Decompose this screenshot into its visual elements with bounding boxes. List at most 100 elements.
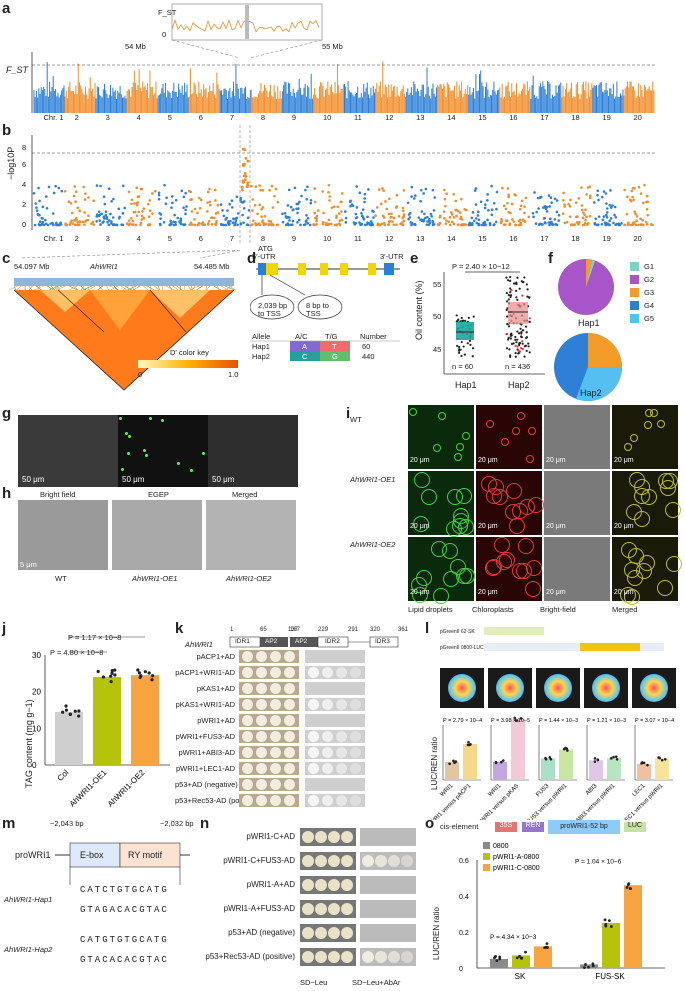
yeast-spot-selective <box>308 699 319 710</box>
gwas-point <box>387 212 391 216</box>
n-spot <box>302 951 314 963</box>
gwas-point <box>377 188 381 191</box>
gwas-point <box>363 192 367 196</box>
gwas-point <box>106 220 109 224</box>
luc-bar <box>589 760 603 780</box>
n-spot <box>302 879 314 891</box>
gwas-point <box>328 195 331 198</box>
gwas-point <box>504 207 508 211</box>
gwas-point <box>140 214 144 218</box>
n-spot-selective <box>375 855 387 867</box>
yeast-spot-selective <box>350 731 361 742</box>
gwas-point <box>135 186 138 190</box>
ld-snp-tick <box>165 285 175 291</box>
m-hap1-bot: GTAGACACGTAC <box>80 905 169 915</box>
gwas-point <box>588 214 592 218</box>
atg-label: ATG <box>258 244 273 253</box>
luc-group-label: WRI1 <box>440 783 455 798</box>
gwas-point <box>562 191 565 195</box>
luc-signal <box>544 674 572 702</box>
gwas-point <box>69 201 73 205</box>
luc-bar <box>559 749 573 780</box>
yeast-spot <box>270 683 281 694</box>
cell-outline <box>455 488 472 505</box>
confocal-cell: 20 μm <box>612 471 681 535</box>
gwas-point <box>442 210 446 213</box>
k-plate-1 <box>239 730 299 743</box>
cell-outline <box>629 434 638 443</box>
gwas-point <box>95 213 99 216</box>
gwas-point <box>75 223 79 227</box>
gwas-point <box>222 214 226 218</box>
gwas-point <box>198 196 201 200</box>
l-vec2: pGreenII 0800-LUC <box>440 645 484 651</box>
ld-right-pos: 54.485 Mb <box>194 262 230 271</box>
gwas-point <box>75 216 78 220</box>
gwas-point <box>101 221 105 224</box>
yeast-spot <box>256 651 267 662</box>
m-right: −2,032 bp <box>160 819 194 828</box>
gene-structure <box>250 263 400 366</box>
gwas-point <box>493 223 496 226</box>
gwas-point <box>182 195 186 199</box>
gwas-point <box>436 223 440 226</box>
gwas-point <box>148 209 152 212</box>
gwas-point <box>391 220 394 223</box>
gwas-point <box>258 223 262 227</box>
gwas-point <box>81 220 85 224</box>
ld-snp-tick <box>228 285 236 291</box>
hap2-point <box>528 317 531 320</box>
panel-label-i: i <box>346 405 351 422</box>
cell-outline <box>454 452 463 461</box>
gwas-point <box>45 195 48 198</box>
gwas-point <box>480 223 484 227</box>
hap1-point <box>462 345 465 348</box>
gwas-point <box>102 195 106 198</box>
chr-label-a: 5 <box>167 113 172 122</box>
gwas-point <box>470 223 474 227</box>
gwas-point <box>287 188 291 192</box>
gwas-point <box>460 223 463 227</box>
oil-ytick-55: 55 <box>433 280 442 289</box>
o-bar <box>534 946 552 968</box>
y1h-domain <box>229 636 399 648</box>
gwas-point <box>401 216 405 220</box>
gwas-point <box>242 221 245 224</box>
gwas-point <box>634 223 638 227</box>
oil-ylabel: Oil content (%) <box>414 280 424 340</box>
o-legend-label: 0800 <box>493 843 509 850</box>
oil-group-hap1: Hap1 <box>455 380 477 390</box>
gwas-point <box>557 213 561 217</box>
gwas-point <box>259 188 262 192</box>
hap2-g: G <box>332 352 338 361</box>
gwas-point <box>255 223 259 227</box>
k-plate-1 <box>239 650 299 663</box>
n-spot <box>315 903 327 915</box>
k-row-label: pWRI1+AD <box>197 716 235 725</box>
cell-outline <box>421 488 438 505</box>
yeast-spot-selective <box>350 763 361 774</box>
gwas-point <box>304 220 308 223</box>
gwas-point <box>270 222 274 225</box>
luc-signal <box>592 674 620 702</box>
tag-point <box>113 673 117 677</box>
gwas-point <box>620 221 623 225</box>
gwas-point <box>569 223 573 227</box>
ld-snp-tick <box>69 285 78 291</box>
legend-label: G3 <box>644 288 655 297</box>
ld-snp-tick <box>183 285 186 291</box>
ld-snp-tick <box>224 285 235 291</box>
gwas-point <box>641 223 645 227</box>
yeast-spot-selective <box>336 747 347 758</box>
yeast-spot-selective <box>308 747 319 758</box>
confocal-scale: 20 μm <box>546 589 566 596</box>
k-coord: 167 <box>290 627 301 633</box>
gwas-point <box>292 208 295 211</box>
gwas-point <box>625 212 629 216</box>
o-ytick: 0.4 <box>459 894 469 901</box>
chr-label-a: 15 <box>478 113 487 122</box>
gwas-point <box>608 203 612 207</box>
gwas-point <box>359 222 363 226</box>
gwas-point <box>402 213 406 216</box>
gwas-point <box>380 222 384 226</box>
